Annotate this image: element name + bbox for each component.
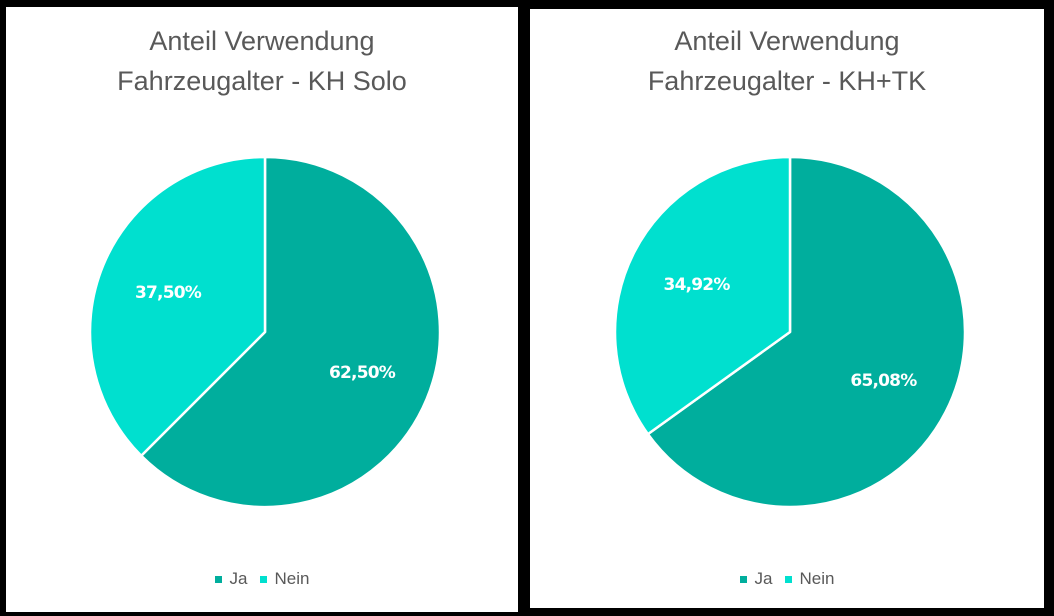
legend-swatch-ja	[739, 575, 747, 583]
data-label-ja: 65,08%	[850, 371, 917, 391]
chart-legend: Ja Nein	[530, 569, 1044, 589]
chart-title: Anteil Verwendung Fahrzeugalter - KH Sol…	[6, 21, 518, 101]
legend-item-nein: Nein	[259, 569, 310, 589]
pie-chart: 65,08% 34,92%	[613, 155, 967, 509]
data-label-nein: 34,92%	[664, 275, 731, 295]
pie-slice-ja	[140, 155, 442, 509]
pie-chart: 62,50% 37,50%	[88, 155, 442, 509]
chart-title-line1: Anteil Verwendung	[149, 26, 375, 56]
legend-item-ja: Ja	[739, 569, 773, 589]
chart-title-line2: Fahrzeugalter - KH+TK	[647, 66, 927, 96]
legend-label: Ja	[229, 569, 248, 588]
legend-item-nein: Nein	[784, 569, 835, 589]
legend-swatch-nein	[259, 575, 267, 583]
data-label-ja: 62,50%	[329, 363, 396, 383]
pie-slice-ja	[646, 155, 967, 509]
legend-label: Ja	[754, 569, 773, 588]
chart-title-line1: Anteil Verwendung	[674, 26, 900, 56]
legend-label: Nein	[799, 569, 835, 588]
chart-title-line2: Fahrzeugalter - KH Solo	[117, 66, 407, 96]
chart-panel-kh-tk: Anteil Verwendung Fahrzeugalter - KH+TK …	[530, 9, 1044, 608]
pie-slice-nein	[88, 155, 267, 457]
legend-swatch-ja	[214, 575, 222, 583]
legend-swatch-nein	[784, 575, 792, 583]
chart-title: Anteil Verwendung Fahrzeugalter - KH+TK	[530, 21, 1044, 101]
data-label-nein: 37,50%	[135, 283, 202, 303]
legend-item-ja: Ja	[214, 569, 248, 589]
chart-legend: Ja Nein	[6, 569, 518, 589]
chart-panel-kh-solo: Anteil Verwendung Fahrzeugalter - KH Sol…	[6, 7, 518, 612]
pie-slice-nein	[613, 155, 792, 436]
legend-label: Nein	[274, 569, 310, 588]
